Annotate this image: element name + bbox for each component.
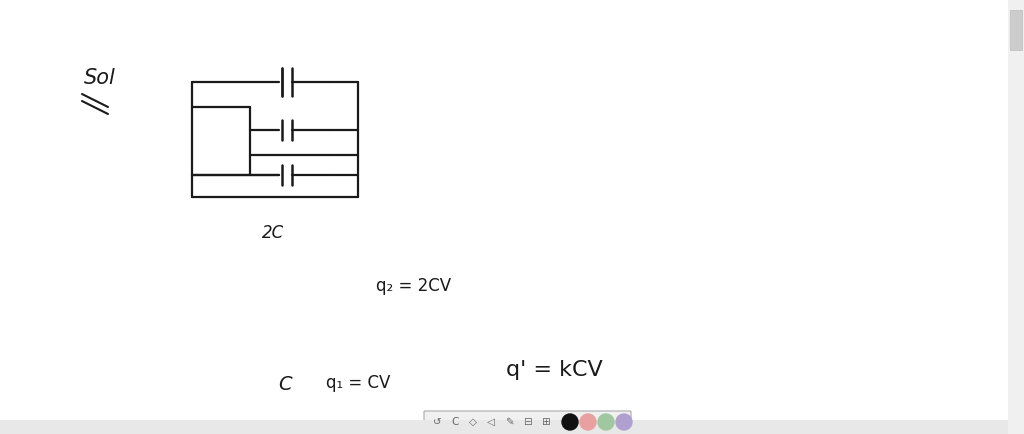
Text: q' = kCV: q' = kCV (506, 360, 602, 380)
Circle shape (562, 414, 578, 430)
Bar (0, 420, 1008, 434)
Text: C: C (452, 417, 459, 427)
Text: Sol: Sol (84, 68, 116, 88)
Text: ◁: ◁ (487, 417, 495, 427)
Text: ◇: ◇ (469, 417, 477, 427)
Bar (1010, 10, 1022, 50)
Text: ⊟: ⊟ (522, 417, 531, 427)
Text: ↺: ↺ (432, 417, 441, 427)
Text: ✎: ✎ (505, 417, 513, 427)
Text: ⊞: ⊞ (541, 417, 549, 427)
FancyBboxPatch shape (424, 411, 631, 433)
Circle shape (598, 414, 614, 430)
Text: C: C (278, 375, 292, 395)
Text: q₂ = 2CV: q₂ = 2CV (376, 277, 451, 296)
Text: 2C: 2C (262, 224, 285, 243)
Bar (1008, 0, 1024, 434)
Text: q₁ = CV: q₁ = CV (326, 374, 390, 392)
Circle shape (616, 414, 632, 430)
Circle shape (580, 414, 596, 430)
